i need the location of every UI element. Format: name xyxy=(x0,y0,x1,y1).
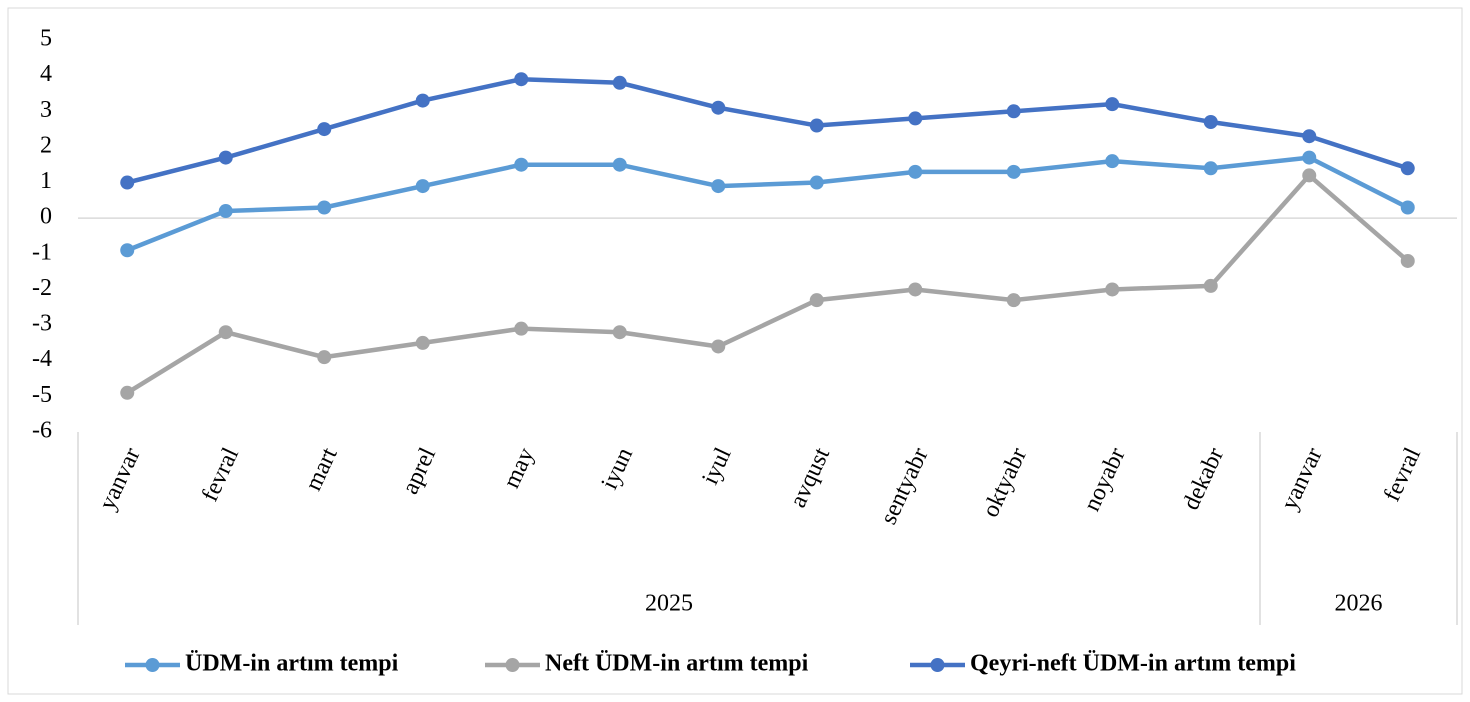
data-point xyxy=(809,118,824,133)
y-tick-label: 5 xyxy=(40,26,52,52)
data-point xyxy=(1302,129,1317,144)
data-point xyxy=(1006,104,1021,119)
data-point xyxy=(711,339,726,354)
data-point xyxy=(218,150,233,165)
legend-marker xyxy=(145,658,160,672)
data-point xyxy=(809,293,824,308)
data-point xyxy=(317,122,332,137)
legend-text: Neft ÜDM-in artım tempi xyxy=(545,651,809,677)
legend-text: ÜDM-in artım tempi xyxy=(185,651,399,677)
data-point xyxy=(1203,278,1218,293)
y-tick-label: -1 xyxy=(32,239,52,265)
data-point xyxy=(1203,114,1218,129)
y-tick-label: 1 xyxy=(40,168,52,194)
data-point xyxy=(514,72,529,87)
data-point xyxy=(514,157,529,172)
x-tick-label: oktyabr xyxy=(978,444,1033,521)
x-tick-label: avqust xyxy=(785,444,835,512)
y-tick-label: -3 xyxy=(32,311,52,337)
data-point xyxy=(908,282,923,297)
legend-text: Qeyri-neft ÜDM-in artım tempi xyxy=(970,651,1296,677)
data-point xyxy=(1400,253,1415,268)
data-point xyxy=(908,111,923,126)
y-tick-label: -4 xyxy=(32,346,52,372)
data-point xyxy=(1105,154,1120,169)
series-line xyxy=(126,155,1409,253)
x-tick-label: noyabr xyxy=(1079,444,1131,515)
x-tick-label: aprel xyxy=(397,444,441,499)
y-tick-label: 3 xyxy=(40,97,52,123)
x-tick-label: yanvar xyxy=(95,444,146,514)
data-point xyxy=(317,200,332,215)
data-point xyxy=(317,350,332,365)
data-point xyxy=(711,100,726,115)
y-tick-label: 2 xyxy=(40,132,52,158)
x-tick-label: mart xyxy=(301,444,343,495)
data-point xyxy=(120,175,135,190)
data-point xyxy=(514,321,529,336)
x-tick-label: fevral xyxy=(197,444,244,506)
y-tick-label: -5 xyxy=(32,382,52,408)
x-tick-label: dekabr xyxy=(1178,444,1229,514)
data-point xyxy=(612,157,627,172)
data-point xyxy=(120,385,135,400)
x-tick-label: iyun xyxy=(597,444,639,494)
data-point xyxy=(1006,164,1021,179)
x-tick-label: fevral xyxy=(1379,444,1426,506)
data-point xyxy=(415,335,430,350)
data-point xyxy=(612,325,627,340)
legend-marker xyxy=(505,658,520,672)
data-point xyxy=(218,325,233,340)
data-point xyxy=(711,179,726,194)
x-tick-label: yanvar xyxy=(1277,444,1328,514)
data-point xyxy=(415,93,430,108)
data-point xyxy=(1006,293,1021,308)
x-tick-label: iyul xyxy=(697,444,736,489)
series-line xyxy=(126,76,1409,185)
y-tick-label: 0 xyxy=(40,204,52,230)
series-line xyxy=(126,173,1410,395)
y-tick-label: -2 xyxy=(32,275,52,301)
data-point xyxy=(908,164,923,179)
chart-border xyxy=(7,7,1463,695)
data-point xyxy=(1105,282,1120,297)
data-point xyxy=(1302,168,1317,183)
data-point xyxy=(415,179,430,194)
data-point xyxy=(809,175,824,190)
data-point xyxy=(218,204,233,219)
data-point xyxy=(1302,150,1317,165)
data-point xyxy=(1203,161,1218,176)
data-point xyxy=(1400,200,1415,215)
x-tick-label: sentyabr xyxy=(876,444,934,529)
y-tick-label: -6 xyxy=(32,418,52,444)
data-point xyxy=(612,75,627,90)
data-point xyxy=(1105,97,1120,112)
data-point xyxy=(1400,161,1415,176)
data-point xyxy=(120,243,135,258)
x-tick-label: may xyxy=(499,444,540,492)
y-tick-label: 4 xyxy=(40,61,52,87)
legend-marker xyxy=(930,658,945,672)
group-label: 2025 xyxy=(645,591,693,617)
group-label: 2026 xyxy=(1335,591,1383,617)
